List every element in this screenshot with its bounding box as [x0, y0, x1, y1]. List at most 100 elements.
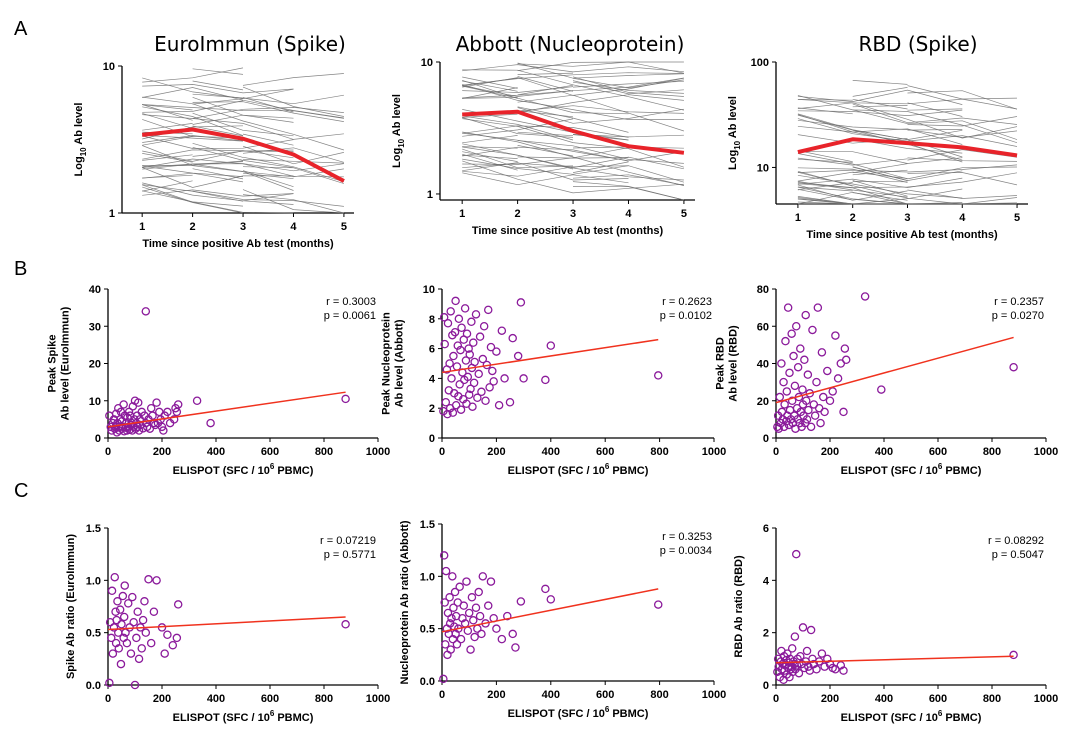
scatter-point — [117, 620, 126, 629]
individual-trajectory — [142, 182, 294, 205]
individual-trajectory — [462, 80, 518, 92]
scatter-point — [840, 344, 850, 353]
scatter-point — [133, 398, 143, 407]
scatter-point — [790, 632, 800, 641]
r-value: r = 0.2357 — [994, 296, 1044, 308]
individual-trajectory — [572, 161, 629, 173]
scatter-point — [134, 654, 144, 664]
scatter-point — [110, 572, 120, 582]
scatter-point — [160, 649, 169, 658]
x-tick-label: 400 — [207, 446, 225, 458]
scatter-point — [467, 593, 477, 602]
scatter-point — [441, 640, 450, 649]
scatter-point — [779, 377, 788, 387]
individual-trajectory — [517, 72, 574, 75]
scatter-point — [505, 397, 515, 407]
individual-trajectory — [462, 162, 629, 181]
scatter-point — [116, 659, 126, 669]
chart-b1: 0 200 400 600 800 1000 0 10 20 30 40 ELISPOT (SFC /… — [47, 284, 391, 477]
x-tick-label: 3 — [904, 212, 910, 224]
y-tick-label: 0.5 — [86, 628, 101, 640]
y-axis-label: Spike Ab ratio (EuroImmun) — [65, 534, 77, 679]
r-value: r = 0.3003 — [326, 296, 376, 308]
x-tick-label: 0 — [439, 446, 445, 458]
scatter-point — [451, 400, 461, 410]
y-axis-label: Nucleoprotein Ab ratio (Abbott) — [399, 520, 411, 684]
individual-trajectory — [142, 184, 294, 214]
individual-trajectory — [242, 189, 344, 214]
individual-trajectory — [462, 172, 629, 186]
x-tick-label: 600 — [929, 446, 947, 458]
individual-trajectory — [797, 150, 853, 163]
x-tick-label: 800 — [650, 689, 668, 701]
scatter-point — [172, 633, 182, 643]
p-value: p = 0.0270 — [992, 310, 1044, 322]
scatter-point — [440, 339, 449, 349]
scatter-point — [192, 396, 202, 405]
scatter-point — [483, 305, 493, 315]
individual-trajectory — [797, 118, 1018, 147]
individual-trajectory — [142, 172, 244, 183]
scatter-point — [475, 332, 485, 341]
scatter-point — [454, 314, 464, 324]
individual-trajectory — [192, 80, 244, 91]
individual-trajectory — [517, 156, 629, 159]
x-tick-label: 600 — [261, 446, 279, 458]
x-tick-label: 0 — [105, 693, 111, 705]
individual-trajectory — [462, 153, 518, 171]
scatter-point — [516, 298, 526, 307]
scatter-point — [149, 607, 159, 616]
individual-trajectory — [517, 105, 684, 114]
individual-trajectory — [462, 146, 684, 181]
row-label-b: B — [14, 258, 28, 280]
scatter-point — [163, 407, 172, 417]
regression-line — [441, 588, 659, 633]
scatter-point — [124, 407, 134, 417]
x-tick-label: 400 — [207, 693, 225, 705]
scatter-point — [141, 628, 151, 637]
x-axis-label: ELISPOT (SFC / 106 PBMC) — [841, 709, 982, 724]
individual-trajectory — [797, 98, 853, 101]
scatter-point — [440, 598, 449, 607]
individual-trajectory — [142, 87, 344, 119]
individual-trajectory — [462, 135, 518, 144]
scatter-point — [781, 336, 790, 346]
scatter-point — [140, 597, 149, 606]
scatter-point — [474, 369, 483, 379]
scatter-point — [471, 603, 481, 612]
scatter-point — [779, 422, 789, 432]
scatter-point — [134, 426, 144, 435]
scatter-point — [796, 344, 805, 353]
scatter-point — [473, 393, 482, 403]
scatter-point — [808, 325, 817, 335]
y-tick-label: 1.5 — [420, 519, 435, 531]
individual-trajectory — [797, 177, 963, 189]
scatter-point — [810, 411, 820, 420]
individual-trajectory — [797, 167, 908, 183]
scatter-point — [124, 599, 133, 608]
scatter-point — [461, 356, 471, 365]
title-euroimmun: EuroImmun (Spike) — [154, 32, 346, 56]
title-rbd: RBD (Spike) — [858, 32, 978, 56]
y-tick-label: 10 — [103, 61, 115, 73]
individual-trajectory — [462, 160, 684, 194]
scatter-point — [460, 304, 470, 313]
individual-trajectory — [797, 191, 908, 205]
individual-trajectory — [242, 158, 344, 164]
scatter-point — [456, 405, 466, 414]
y-tick-label: 8 — [429, 314, 435, 326]
chart-b2: 0 200 400 600 800 1000 0 2 4 6 8 10 ELISPOT (SFC / 1… — [381, 284, 727, 477]
x-tick-label: 0 — [773, 693, 779, 705]
individual-trajectory — [142, 113, 193, 129]
scatter-point — [157, 422, 167, 432]
individual-trajectory — [797, 172, 1018, 188]
individual-trajectory — [462, 154, 518, 159]
scatter-point — [777, 359, 786, 368]
scatter-point — [141, 307, 151, 316]
y-tick-label: 30 — [89, 321, 101, 333]
x-axis-label: ELISPOT (SFC / 106 PBMC) — [173, 709, 314, 724]
scatter-point — [803, 370, 813, 379]
scatter-point — [462, 577, 471, 586]
scatter-point — [341, 620, 350, 629]
scatter-point — [463, 372, 473, 382]
